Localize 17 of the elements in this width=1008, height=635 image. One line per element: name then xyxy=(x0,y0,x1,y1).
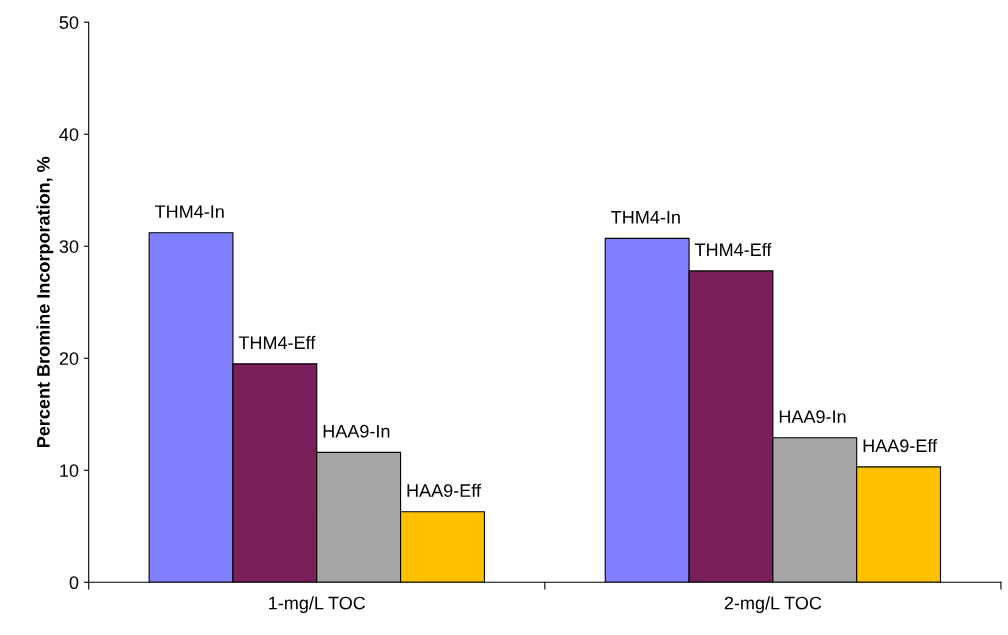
text: THM4-Eff xyxy=(694,242,772,256)
y-axis-title: Percent Bromine Incorporation, % xyxy=(36,156,54,448)
x-tick-label: 1-mg/L TOC xyxy=(269,596,366,614)
series-label: HAA9-Eff xyxy=(407,483,482,497)
y-tick-label: 30 xyxy=(59,240,79,253)
y-tick-label: 50 xyxy=(59,16,79,29)
series-label: HAA9-In xyxy=(323,424,390,438)
text: HAA9-In xyxy=(779,410,846,424)
y-tick-label: 0 xyxy=(69,576,79,590)
text: THM4-In xyxy=(611,211,680,224)
y-tick-label: 20 xyxy=(59,352,79,365)
y-tick-label: 40 xyxy=(59,128,79,141)
x-tick-label: 2-mg/L TOC xyxy=(724,596,822,614)
y-tick-label: 10 xyxy=(60,464,79,477)
series-label: THM4-Eff xyxy=(238,335,316,349)
text: HAA9-Eff xyxy=(863,438,938,453)
series-label: THM4-In xyxy=(155,205,224,218)
